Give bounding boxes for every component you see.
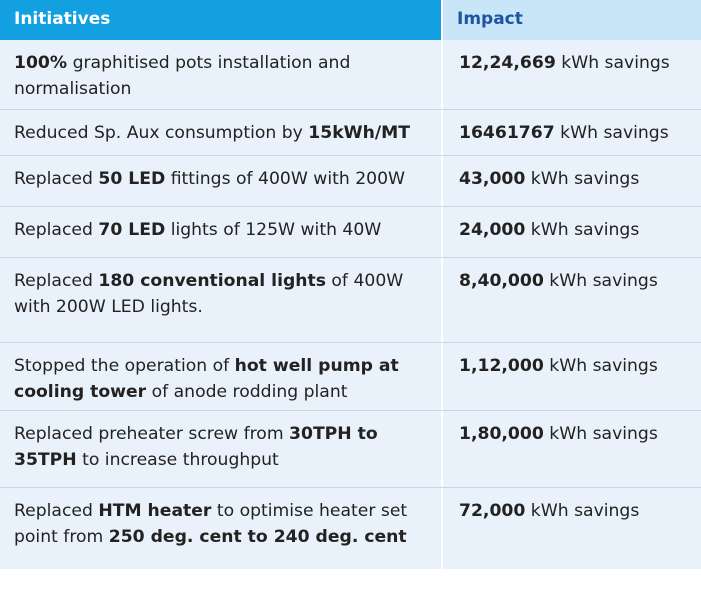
text: Replaced <box>14 271 99 291</box>
text: of 400W with 200W LED lights. <box>14 271 404 317</box>
initiative-cell: Replaced 70 LED lights of 125W with 40W <box>0 207 441 257</box>
text: fittings of 400W with 200W <box>165 169 406 189</box>
table-row: Replaced HTM heater to optimise heater s… <box>0 488 701 569</box>
bold-text: 70 LED <box>98 220 166 240</box>
impact-header: Impact <box>441 0 701 40</box>
bold-text: 30TPH to 35TPH <box>14 424 378 470</box>
bold-text: 1,12,000 <box>459 356 544 376</box>
text: of anode rodding plant <box>146 382 348 402</box>
initiatives-header: Initiatives <box>0 0 441 40</box>
initiatives-table: Initiatives Impact 100% graphitised pots… <box>0 0 701 569</box>
bold-text: 15kWh/MT <box>308 123 410 143</box>
impact-cell: 16461767 kWh savings <box>441 110 701 155</box>
table-row: Replaced 50 LED fittings of 400W with 20… <box>0 156 701 207</box>
bold-text: 8,40,000 <box>459 271 544 291</box>
text: Reduced Sp. Aux consumption by <box>14 123 309 143</box>
text: Replaced <box>14 169 99 189</box>
table-row: Replaced 180 conventional lights of 400W… <box>0 258 701 343</box>
initiative-cell: Replaced 180 conventional lights of 400W… <box>0 258 441 342</box>
bold-text: 12,24,669 <box>459 53 556 73</box>
text: Stopped the operation of <box>14 356 235 376</box>
bold-text: 50 LED <box>98 169 166 189</box>
text: graphitised pots installation and normal… <box>14 53 351 99</box>
text: kWh savings <box>555 53 670 73</box>
bold-text: 250 deg. cent to 240 deg. cent <box>108 527 407 547</box>
impact-cell: 1,12,000 kWh savings <box>441 343 701 410</box>
bold-text: 72,000 <box>459 501 526 521</box>
impact-cell: 43,000 kWh savings <box>441 156 701 206</box>
bold-text: 180 conventional lights <box>98 271 326 291</box>
table-body: 100% graphitised pots installation and n… <box>0 40 701 569</box>
initiative-cell: 100% graphitised pots installation and n… <box>0 40 441 109</box>
impact-cell: 72,000 kWh savings <box>441 488 701 569</box>
table-header: Initiatives Impact <box>0 0 701 40</box>
text: Replaced preheater screw from <box>14 424 290 444</box>
text: kWh savings <box>543 271 658 291</box>
impact-cell: 24,000 kWh savings <box>441 207 701 257</box>
text: to increase throughput <box>76 450 279 470</box>
text: lights of 125W with 40W <box>165 220 382 240</box>
bold-text: 16461767 <box>459 123 555 143</box>
initiative-cell: Replaced preheater screw from 30TPH to 3… <box>0 411 441 487</box>
bold-text: 24,000 <box>459 220 526 240</box>
bold-text: HTM heater <box>98 501 212 521</box>
text: kWh savings <box>525 501 640 521</box>
impact-cell: 1,80,000 kWh savings <box>441 411 701 487</box>
text: kWh savings <box>554 123 669 143</box>
bold-text: hot well pump at cooling tower <box>14 356 399 402</box>
text: Replaced <box>14 501 99 521</box>
text: to optimise heater set point from <box>14 501 408 547</box>
text: kWh savings <box>525 220 640 240</box>
impact-cell: 12,24,669 kWh savings <box>441 40 701 109</box>
table-row: Stopped the operation of hot well pump a… <box>0 343 701 411</box>
bold-text: 100% <box>14 53 68 73</box>
bold-text: 43,000 <box>459 169 526 189</box>
initiative-cell: Replaced HTM heater to optimise heater s… <box>0 488 441 569</box>
text: kWh savings <box>543 424 658 444</box>
table-row: 100% graphitised pots installation and n… <box>0 40 701 110</box>
initiative-cell: Reduced Sp. Aux consumption by 15kWh/MT <box>0 110 441 155</box>
table-row: Replaced 70 LED lights of 125W with 40W 2… <box>0 207 701 258</box>
impact-cell: 8,40,000 kWh savings <box>441 258 701 342</box>
bold-text: 1,80,000 <box>459 424 544 444</box>
table-row: Replaced preheater screw from 30TPH to 3… <box>0 411 701 488</box>
text: kWh savings <box>543 356 658 376</box>
text: Replaced <box>14 220 99 240</box>
initiative-cell: Stopped the operation of hot well pump a… <box>0 343 441 410</box>
table-row: Reduced Sp. Aux consumption by 15kWh/MT 1… <box>0 110 701 156</box>
text: kWh savings <box>525 169 640 189</box>
initiative-cell: Replaced 50 LED fittings of 400W with 20… <box>0 156 441 206</box>
